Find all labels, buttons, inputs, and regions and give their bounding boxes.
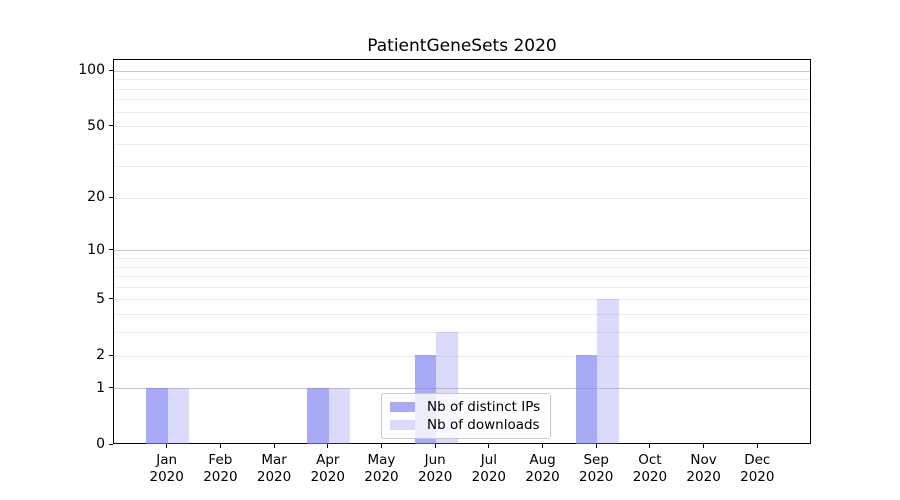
minor-gridline [114,197,810,199]
legend-entry-distinct-ips: Nb of distinct IPs [390,399,540,415]
y-tick-mark [109,298,113,300]
bar-distinct-ips-jan [146,387,168,444]
x-tick-label: Sep 2020 [579,452,614,485]
bar-downloads-sep [597,298,619,444]
x-tick-label: Mar 2020 [256,452,292,485]
x-tick-label: Apr 2020 [310,452,345,485]
y-tick-label: 0 [96,436,105,452]
y-tick-label: 10 [87,241,105,258]
y-tick-label: 50 [87,117,105,134]
minor-gridline [114,332,810,334]
y-tick-mark [109,387,113,389]
y-tick-label: 2 [96,347,105,364]
x-tick-label: Jan 2020 [149,452,184,485]
minor-gridline [114,166,810,168]
minor-gridline [114,266,810,268]
x-tick-mark [756,444,758,448]
legend-label-distinct-ips: Nb of distinct IPs [427,399,541,415]
x-tick-label: May 2020 [364,452,399,485]
bars-layer [114,60,810,444]
y-tick-mark [109,443,113,445]
minor-gridline [114,258,810,259]
minor-gridline [114,143,810,145]
x-tick-mark [542,444,544,448]
x-tick-mark [166,444,168,448]
x-tick-mark [327,444,329,448]
x-tick-label: Oct 2020 [632,452,668,485]
minor-gridline [114,126,810,128]
x-tick-label: Jun 2020 [417,452,453,485]
y-tick-mark [109,125,113,127]
y-tick-mark [109,69,113,71]
y-tick-label: 5 [96,290,105,307]
x-tick-label: Feb 2020 [203,452,238,485]
x-tick-mark [380,444,382,448]
bar-downloads-jan [167,387,190,444]
major-gridline [114,70,810,72]
minor-gridline [114,276,810,278]
y-tick-mark [109,249,113,251]
x-tick-mark [273,444,275,448]
x-tick-mark [219,444,221,448]
y-tick-mark [109,196,113,198]
legend-entry-downloads: Nb of downloads [390,417,540,433]
minor-gridline [114,355,810,357]
legend: Nb of distinct IPs Nb of downloads [381,393,552,439]
x-tick-mark [703,444,705,448]
x-tick-label: Dec 2020 [740,452,775,485]
minor-gridline [114,111,810,113]
gridlines-layer [114,60,810,443]
x-tick-mark [488,444,490,448]
major-gridline [114,250,810,252]
legend-swatch-downloads [390,420,415,430]
chart-title: PatientGeneSets 2020 [367,36,557,56]
y-tick-label: 20 [87,189,105,206]
x-tick-mark [434,444,436,448]
x-tick-label: Aug 2020 [525,452,560,485]
x-tick-label: Nov 2020 [686,452,721,485]
bar-distinct-ips-apr [307,387,329,444]
legend-swatch-distinct-ips [390,402,415,412]
major-gridline [114,388,810,390]
minor-gridline [114,99,810,101]
y-tick-label: 100 [78,62,105,79]
y-tick-mark [109,354,113,356]
y-tick-label: 1 [96,379,105,396]
x-tick-label: Jul 2020 [471,452,507,485]
x-tick-mark [595,444,597,448]
minor-gridline [114,286,810,288]
bar-downloads-apr [328,387,351,444]
legend-label-downloads: Nb of downloads [427,417,540,433]
x-tick-mark [649,444,651,448]
minor-gridline [114,79,810,81]
minor-gridline [114,88,810,90]
plot-area [113,59,811,444]
minor-gridline [114,314,810,316]
minor-gridline [114,299,810,301]
bar-distinct-ips-sep [575,355,598,444]
